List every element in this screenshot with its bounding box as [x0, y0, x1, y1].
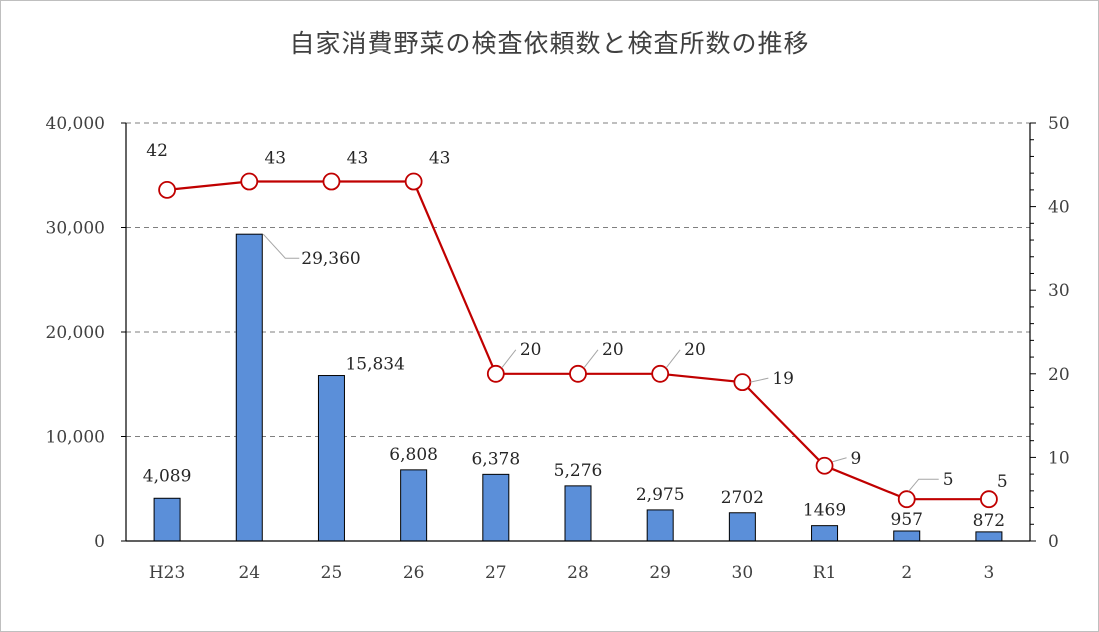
x-tick-label: 24 — [238, 563, 260, 583]
bar-data-label: 6,808 — [389, 445, 438, 465]
bar — [646, 509, 674, 542]
right-tick-label: 50 — [1048, 114, 1070, 134]
x-tick-label: H23 — [149, 563, 185, 583]
x-tick-label: 29 — [649, 563, 671, 583]
right-tick-label: 40 — [1048, 198, 1070, 218]
bar-data-label: 29,360 — [301, 249, 360, 269]
line-data-label: 43 — [264, 149, 286, 169]
bar — [482, 473, 510, 542]
line-data-label: 42 — [146, 141, 168, 161]
bar — [317, 375, 345, 542]
leader-line — [832, 457, 847, 463]
bar — [400, 469, 428, 542]
line-marker — [240, 172, 259, 191]
bar — [728, 512, 756, 542]
left-tick-label: 40,000 — [46, 114, 105, 134]
x-tick-label: 26 — [403, 563, 425, 583]
bar — [153, 497, 181, 542]
line-data-label: 5 — [943, 470, 954, 490]
line-data-label: 20 — [684, 340, 706, 360]
line-marker — [897, 490, 916, 509]
x-tick-label: 3 — [983, 563, 994, 583]
leader-line — [908, 478, 939, 492]
x-tick-label: 28 — [567, 563, 589, 583]
chart-title: 自家消費野菜の検査依頼数と検査所数の推移 — [289, 29, 810, 58]
leader-line — [583, 349, 599, 369]
bar-data-label: 5,276 — [554, 461, 603, 481]
x-tick-label: R1 — [813, 563, 837, 583]
x-tick-label: 25 — [321, 563, 343, 583]
line-data-label: 5 — [997, 472, 1008, 492]
leader-line — [262, 233, 300, 259]
line-series — [166, 180, 989, 501]
line-marker — [733, 373, 752, 392]
leader-line — [501, 349, 517, 369]
bar-data-label: 2702 — [721, 488, 764, 508]
left-tick-label: 0 — [94, 532, 105, 552]
line-data-label: 9 — [851, 449, 862, 469]
left-tick-label: 10,000 — [46, 428, 105, 448]
bar — [235, 233, 263, 542]
line-data-label: 20 — [520, 340, 542, 360]
bar-data-label: 2,975 — [636, 485, 685, 505]
bar-data-label: 6,378 — [471, 449, 520, 469]
bar-data-label: 957 — [891, 510, 923, 530]
line-marker — [815, 456, 834, 475]
line-marker — [322, 172, 341, 191]
bar-data-label: 1469 — [803, 501, 846, 521]
bar-data-label: 4,089 — [143, 466, 192, 486]
line-marker — [569, 364, 587, 383]
line-marker — [404, 172, 423, 191]
right-tick-label: 10 — [1048, 448, 1070, 468]
bar — [564, 485, 592, 542]
line-data-label: 20 — [602, 340, 624, 360]
line-marker — [980, 490, 998, 509]
line-data-label: 43 — [429, 149, 451, 169]
right-tick-label: 0 — [1048, 532, 1059, 552]
x-tick-label: 30 — [732, 563, 754, 583]
line-data-label: 43 — [347, 149, 369, 169]
line-marker — [651, 364, 670, 383]
bar-data-label: 15,834 — [345, 355, 404, 375]
line-data-label: 19 — [772, 369, 794, 389]
leader-line — [665, 349, 681, 369]
left-tick-label: 20,000 — [46, 323, 105, 343]
line-marker — [158, 180, 176, 199]
x-tick-label: 27 — [485, 563, 507, 583]
bar — [893, 530, 921, 542]
x-tick-label: 2 — [901, 563, 912, 583]
bar — [975, 531, 1003, 542]
bar — [811, 525, 839, 542]
right-tick-label: 30 — [1048, 281, 1070, 301]
left-tick-label: 30,000 — [46, 219, 105, 239]
line-marker — [486, 364, 505, 383]
bar-data-label: 872 — [973, 511, 1005, 531]
right-tick-label: 20 — [1048, 365, 1070, 385]
leader-line — [750, 377, 769, 383]
